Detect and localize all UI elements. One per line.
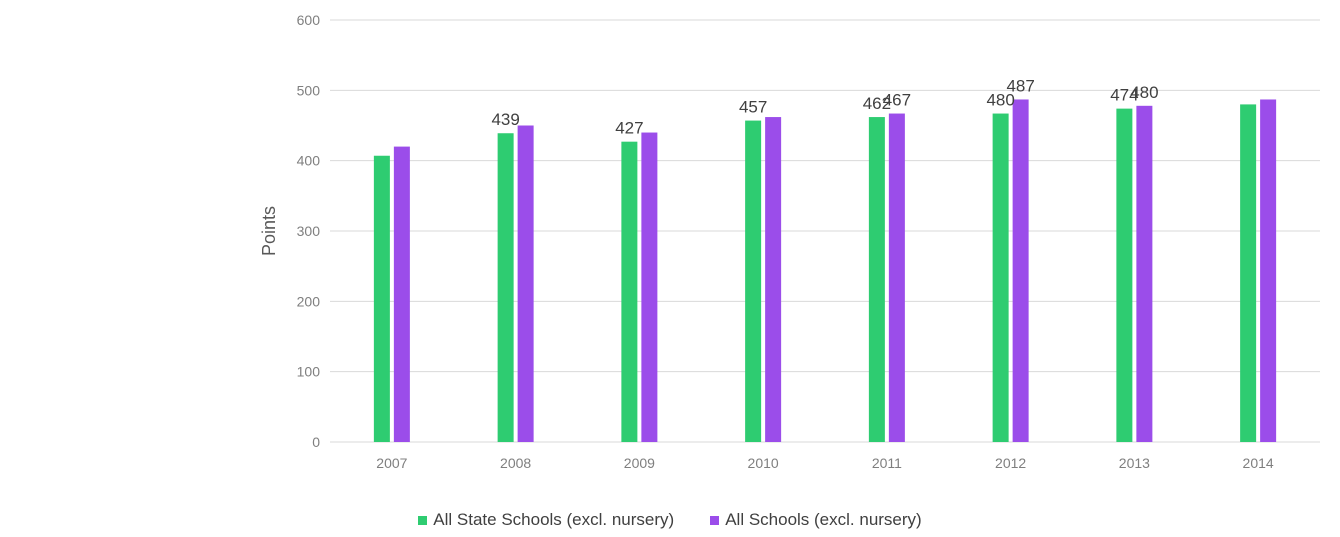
- y-axis-ticks: 0 100 200 300 400 500 600: [297, 12, 321, 450]
- legend-item-all: All Schools (excl. nursery): [710, 510, 922, 530]
- y-tick-label: 600: [297, 12, 321, 28]
- bar-state-2011: [868, 117, 885, 442]
- bar-state-2007: [373, 155, 390, 442]
- x-tick-label: 2010: [748, 455, 779, 471]
- bar-value-label: 439: [491, 110, 519, 129]
- bar-state-2008: [497, 133, 514, 442]
- bar-state-2013: [1116, 108, 1133, 443]
- bar-all-2014: [1260, 99, 1277, 442]
- y-axis-title: Points: [259, 206, 279, 256]
- y-tick-label: 200: [297, 293, 321, 309]
- bar-state-2010: [745, 120, 762, 443]
- bars: [373, 99, 1277, 443]
- bar-value-label: 480: [986, 91, 1014, 110]
- bar-state-2014: [1240, 104, 1257, 443]
- y-tick-label: 0: [312, 434, 320, 450]
- bar-value-label: 457: [739, 98, 767, 117]
- x-tick-label: 2014: [1243, 455, 1274, 471]
- y-tick-label: 500: [297, 82, 321, 98]
- bar-all-2012: [1012, 99, 1029, 442]
- x-axis-ticks: 2007 2008 2009 2010 2011 2012 2013 2014: [376, 455, 1274, 471]
- x-tick-label: 2007: [376, 455, 407, 471]
- bar-all-2013: [1136, 105, 1153, 442]
- x-tick-label: 2011: [872, 455, 902, 471]
- x-tick-label: 2009: [624, 455, 655, 471]
- bar-value-label: 474: [1110, 86, 1138, 105]
- legend-swatch: [710, 516, 720, 526]
- legend-swatch: [418, 516, 428, 526]
- bar-all-2008: [517, 125, 534, 442]
- bar-value-label: 462: [863, 94, 891, 113]
- y-tick-label: 100: [297, 364, 321, 380]
- bar-value-label: 480: [1130, 83, 1158, 102]
- bar-state-2009: [621, 141, 638, 442]
- bar-all-2011: [888, 113, 905, 442]
- gridlines: [330, 19, 1320, 443]
- bar-all-2007: [393, 146, 410, 442]
- legend-label: All State Schools (excl. nursery): [433, 510, 675, 529]
- legend-label: All Schools (excl. nursery): [725, 510, 922, 529]
- x-tick-label: 2008: [500, 455, 531, 471]
- bar-value-label: 487: [1006, 76, 1034, 95]
- x-tick-label: 2012: [995, 455, 1026, 471]
- bar-state-2012: [992, 113, 1009, 442]
- y-tick-label: 400: [297, 153, 321, 169]
- bar-value-label: 427: [615, 119, 643, 138]
- legend: All State Schools (excl. nursery) All Sch…: [0, 510, 1340, 530]
- legend-item-state: All State Schools (excl. nursery): [418, 510, 674, 530]
- bar-value-label: 467: [883, 91, 911, 110]
- bar-all-2010: [765, 117, 782, 442]
- bar-all-2009: [641, 132, 658, 443]
- x-tick-label: 2013: [1119, 455, 1150, 471]
- y-tick-label: 300: [297, 223, 321, 239]
